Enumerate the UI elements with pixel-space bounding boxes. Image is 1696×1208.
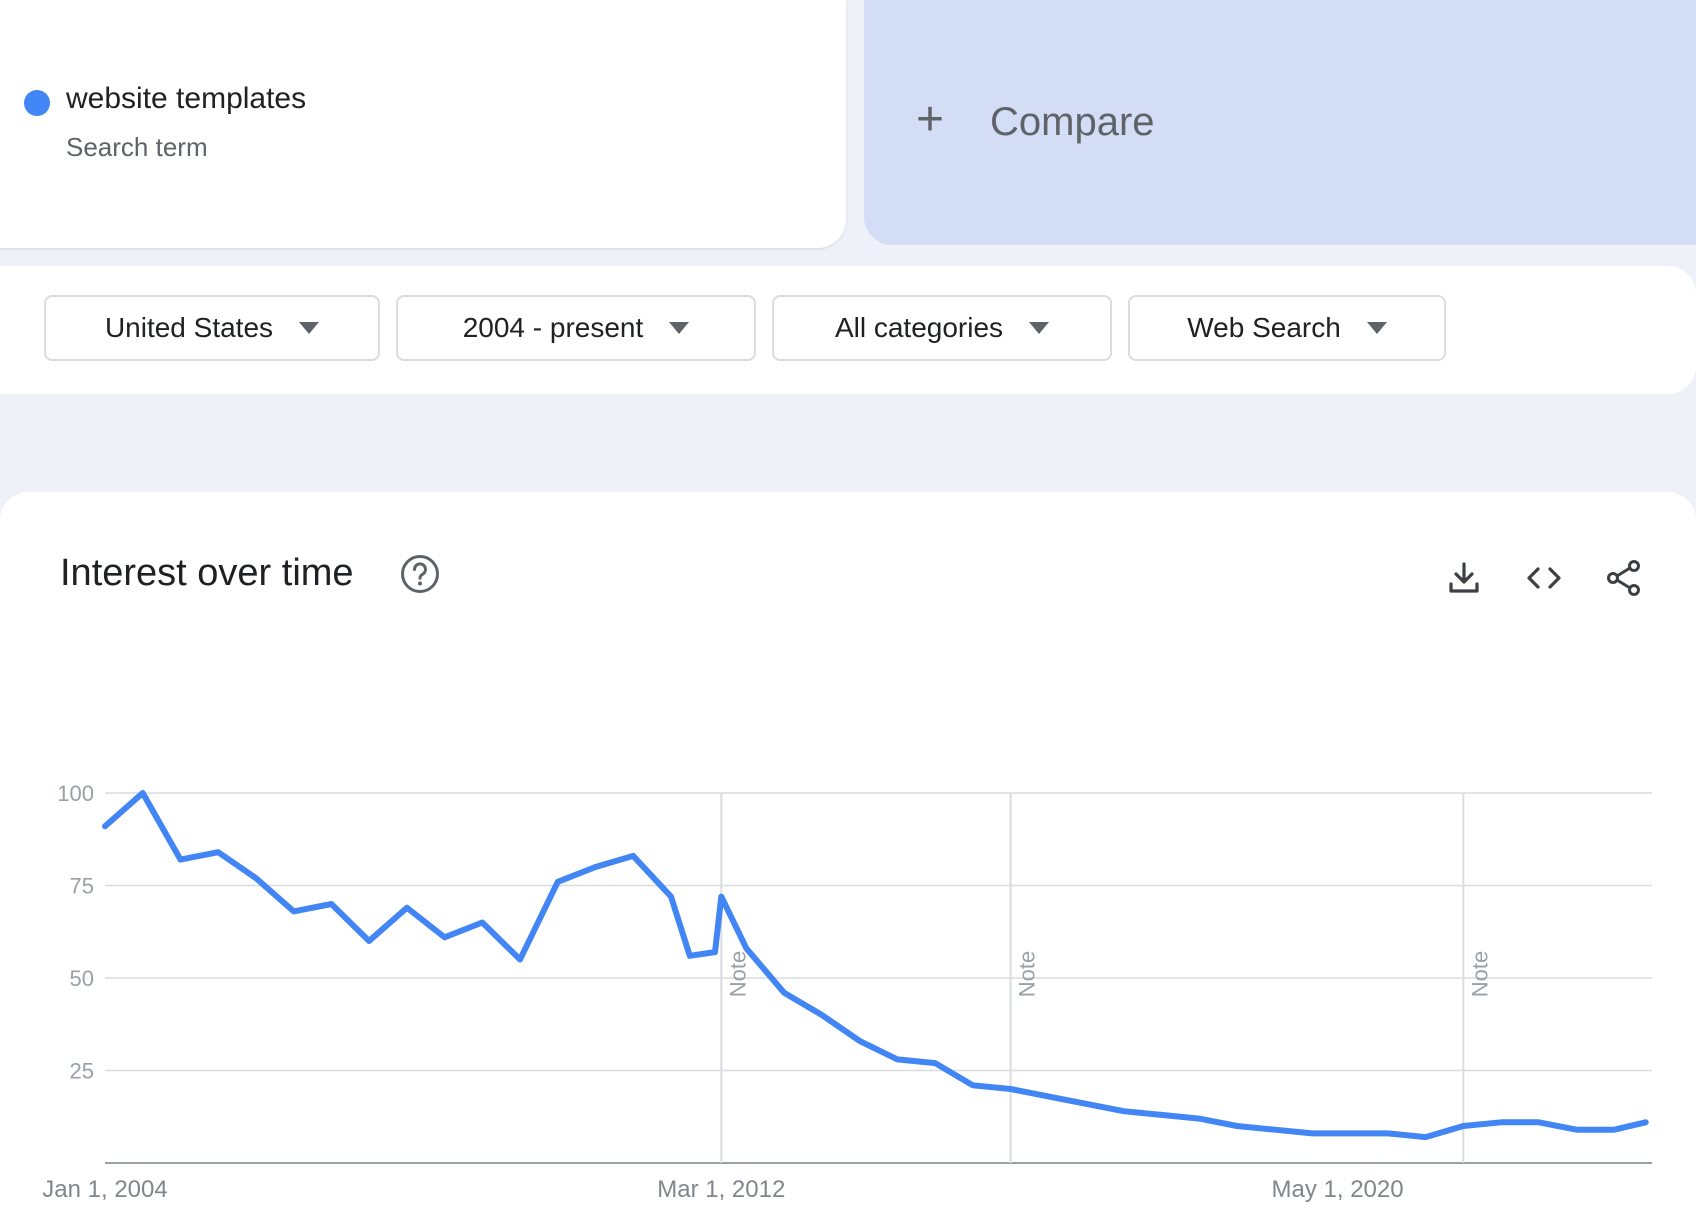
y-tick-label: 50: [70, 966, 94, 991]
compare-button[interactable]: + Compare: [864, 0, 1696, 245]
plus-icon: +: [916, 93, 945, 146]
note-label: Note: [1015, 951, 1040, 997]
search-term-name[interactable]: website templates: [66, 82, 307, 115]
interest-over-time-card: Interest over time 100 75 50 25 Note Note Note…: [0, 492, 1696, 1208]
share-icon[interactable]: [1604, 558, 1644, 598]
x-tick-label: Mar 1, 2012: [657, 1176, 785, 1203]
chevron-down-icon: [299, 322, 320, 334]
series-color-dot: [24, 90, 50, 116]
category-dropdown-label: All categories: [834, 312, 1004, 343]
x-tick-label: Jan 1, 2004: [42, 1176, 167, 1203]
interest-line-chart: 100 75 50 25 Note Note Note Jan 1, 2004 Mar 1, 2…: [42, 781, 1652, 1203]
chevron-down-icon: [1366, 322, 1387, 334]
time-range-dropdown[interactable]: 2004 - present: [396, 295, 756, 361]
filter-bar: United States 2004 - present All categor…: [0, 266, 1696, 394]
time-range-dropdown-label: 2004 - present: [462, 312, 644, 343]
region-dropdown-label: United States: [104, 312, 274, 343]
chevron-down-icon: [1029, 322, 1050, 334]
category-dropdown[interactable]: All categories: [772, 295, 1112, 361]
compare-label: Compare: [990, 100, 1155, 144]
help-icon[interactable]: [400, 554, 440, 594]
download-icon[interactable]: [1444, 558, 1484, 598]
chart-title: Interest over time: [60, 552, 354, 594]
chevron-down-icon: [669, 322, 690, 334]
search-type-dropdown[interactable]: Web Search: [1128, 295, 1446, 361]
region-dropdown[interactable]: United States: [44, 295, 380, 361]
search-type-dropdown-label: Web Search: [1187, 312, 1341, 343]
search-term-type: Search term: [66, 132, 208, 162]
y-tick-label: 100: [57, 781, 94, 806]
search-term-card[interactable]: website templates Search term: [0, 0, 846, 248]
series-line-0: [102, 790, 1649, 1141]
y-tick-label: 75: [70, 874, 94, 899]
x-tick-label: May 1, 2020: [1272, 1176, 1404, 1203]
note-label: Note: [725, 951, 750, 997]
y-tick-label: 25: [70, 1059, 94, 1084]
embed-icon[interactable]: [1524, 558, 1564, 598]
note-label: Note: [1467, 951, 1492, 997]
